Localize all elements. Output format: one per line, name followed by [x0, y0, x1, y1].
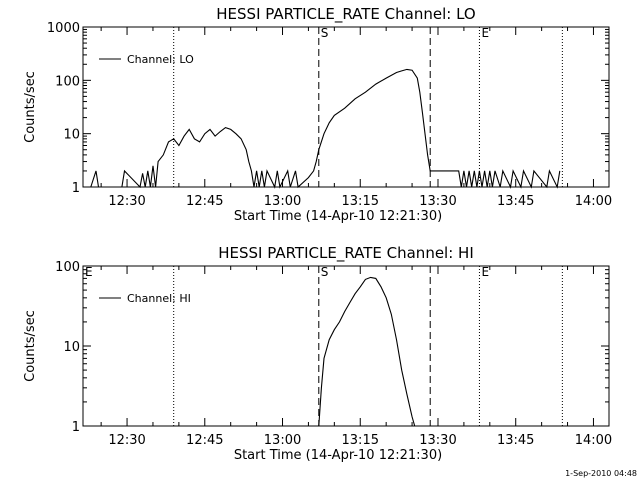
marker-label: S	[321, 265, 329, 279]
plot-frame	[82, 26, 610, 188]
marker-label: S	[321, 26, 329, 40]
legend: Channel: HI	[99, 292, 191, 305]
y-tick-label: 1	[72, 420, 80, 435]
chart-panel-2: HESSI PARTICLE_RATE Channel: HI 1 10 100 12:…	[23, 244, 612, 463]
chart-title: HESSI PARTICLE_RATE Channel: HI	[218, 244, 474, 263]
x-tick-label: 13:00	[264, 194, 301, 209]
marker-label: E	[85, 265, 93, 279]
marker-label: E	[481, 265, 489, 279]
y-tick-label: 10	[63, 128, 80, 143]
x-tick-label: 13:00	[264, 433, 301, 448]
y-tick-label: 100	[55, 74, 80, 89]
series-line	[318, 276, 416, 427]
x-tick-label: 12:45	[186, 433, 223, 448]
legend-label: Channel: LO	[127, 53, 194, 66]
x-tick-label: 12:45	[186, 194, 223, 209]
x-tick-label: 13:45	[497, 433, 534, 448]
y-tick-label: 100	[55, 260, 80, 275]
x-tick-label: 13:30	[419, 194, 456, 209]
y-tick-label: 1	[72, 181, 80, 196]
x-tick-label: 12:30	[108, 194, 145, 209]
y-axis-label: Counts/sec	[23, 71, 38, 143]
x-tick-label: 14:00	[575, 433, 612, 448]
legend: Channel: LO	[99, 53, 194, 66]
y-tick-label: 10	[63, 340, 80, 355]
legend-label: Channel: HI	[127, 292, 191, 305]
x-tick-label: 13:15	[342, 194, 379, 209]
x-tick-label: 12:30	[108, 433, 145, 448]
series-line	[90, 68, 561, 189]
marker-label: E	[481, 26, 489, 40]
chart-panel-1: HESSI PARTICLE_RATE Channel: LO 1 10 100 100…	[23, 5, 612, 224]
x-tick-label: 13:15	[342, 433, 379, 448]
x-axis-label: Start Time (14-Apr-10 12:21:30)	[234, 448, 442, 463]
x-axis-label: Start Time (14-Apr-10 12:21:30)	[234, 209, 442, 224]
y-tick-label: 1000	[47, 21, 80, 36]
x-tick-label: 14:00	[575, 194, 612, 209]
timestamp-label: 1-Sep-2010 04:48	[565, 469, 637, 478]
x-tick-label: 13:45	[497, 194, 534, 209]
y-axis-label: Counts/sec	[23, 310, 38, 382]
chart-title: HESSI PARTICLE_RATE Channel: LO	[216, 5, 475, 24]
x-tick-label: 13:30	[419, 433, 456, 448]
plot-frame	[82, 265, 610, 427]
